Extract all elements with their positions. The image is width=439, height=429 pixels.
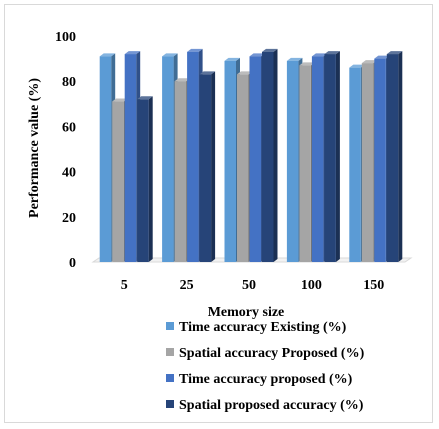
bar-front [174, 81, 187, 262]
x-tick-label: 25 [180, 278, 194, 293]
bar-front [262, 51, 274, 262]
bar-side [211, 71, 216, 262]
bar-front [286, 60, 299, 262]
bar [262, 48, 278, 262]
bar-front [386, 54, 399, 262]
bar-top [386, 51, 403, 55]
bar-front [224, 60, 236, 262]
bar-top [249, 53, 265, 57]
bar-front [137, 99, 149, 262]
bar-side [148, 96, 153, 262]
legend-swatch [166, 348, 174, 356]
bar-front [187, 51, 199, 262]
bar-top [99, 53, 116, 57]
x-axis-label: Memory size [208, 305, 285, 320]
bar-side [398, 51, 403, 262]
legend-item: Spatial accuracy Proposed (%) [166, 346, 365, 361]
bar-top [299, 62, 315, 66]
bar-top [224, 57, 240, 61]
bar-front [162, 56, 174, 263]
legend-swatch [166, 322, 174, 330]
legend-label: Time accuracy Existing (%) [179, 320, 347, 335]
bar-top [374, 55, 390, 59]
y-tick-label: 100 [55, 30, 76, 45]
bar-front [199, 74, 212, 262]
bar-front [349, 67, 361, 262]
y-tick-label: 20 [62, 211, 76, 226]
bar-side [273, 48, 278, 262]
bar-front [112, 101, 124, 262]
bar-front [324, 54, 336, 262]
bar-front [124, 54, 137, 262]
bar-front [374, 58, 386, 262]
bar [324, 51, 340, 262]
legend: Time accuracy Existing (%) Spatial accura… [166, 320, 365, 413]
x-tick-label: 50 [242, 278, 256, 293]
bar-top [237, 71, 253, 75]
bars-group [99, 48, 403, 263]
bar [199, 71, 216, 262]
legend-label: Time accuracy proposed (%) [179, 372, 353, 387]
bar-front [249, 56, 261, 263]
bar-top [311, 53, 328, 57]
y-tick-label: 80 [62, 75, 76, 90]
x-axis-ticks: 5 25 50 100 150 [121, 278, 385, 293]
bar-front [237, 74, 249, 262]
bar-top [162, 53, 178, 57]
y-tick-label: 60 [62, 120, 76, 135]
legend-label: Spatial proposed accuracy (%) [179, 398, 364, 413]
bar-top [361, 60, 378, 64]
bar-top [124, 51, 141, 55]
y-axis-ticks: 0 20 40 60 80 100 [55, 30, 76, 271]
legend-swatch [166, 374, 174, 382]
bar-top [286, 57, 303, 61]
legend-swatch [166, 400, 174, 408]
x-tick-label: 100 [301, 278, 322, 293]
bar-front [311, 56, 324, 263]
bar-top [199, 71, 216, 75]
bar [386, 51, 403, 262]
bar-front [361, 63, 374, 263]
legend-item: Spatial proposed accuracy (%) [166, 398, 364, 413]
bar-top [262, 48, 278, 52]
y-tick-label: 40 [62, 166, 76, 181]
legend-item: Time accuracy Existing (%) [166, 320, 347, 335]
legend-label: Spatial accuracy Proposed (%) [179, 346, 365, 361]
x-tick-label: 150 [363, 278, 384, 293]
legend-item: Time accuracy proposed (%) [166, 372, 353, 387]
bar-top [349, 64, 365, 68]
bar-side [335, 51, 340, 262]
x-tick-label: 5 [121, 278, 128, 293]
y-axis-label: Performance value (%) [27, 78, 42, 218]
bar-top [187, 48, 203, 52]
bar-top [324, 51, 340, 55]
bar-front [99, 56, 112, 263]
bar [137, 96, 153, 262]
bar-top [112, 98, 128, 102]
y-tick-label: 0 [69, 256, 76, 271]
bar-top [174, 78, 191, 82]
bar-top [137, 96, 153, 100]
bar-front [299, 65, 311, 262]
